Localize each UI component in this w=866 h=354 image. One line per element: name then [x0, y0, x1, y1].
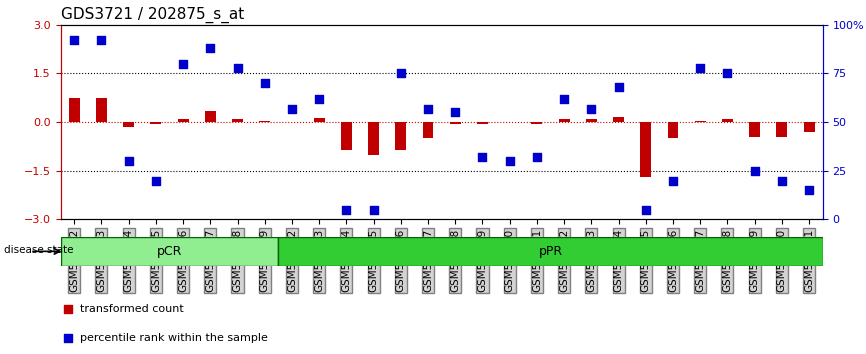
Bar: [368, 122, 379, 155]
Text: pCR: pCR: [157, 245, 182, 258]
Bar: [449, 122, 461, 124]
Bar: [777, 122, 787, 137]
FancyBboxPatch shape: [278, 237, 823, 266]
Bar: [559, 119, 570, 122]
Point: [666, 178, 680, 183]
Point: [230, 65, 244, 70]
Point: [366, 207, 380, 212]
Point: [503, 158, 517, 164]
Point: [694, 65, 708, 70]
Text: percentile rank within the sample: percentile rank within the sample: [80, 333, 268, 343]
Bar: [532, 122, 542, 124]
Point: [585, 105, 598, 111]
Bar: [205, 111, 216, 122]
Bar: [341, 122, 352, 150]
Bar: [151, 122, 161, 124]
Point: [721, 70, 734, 76]
Point: [94, 38, 108, 43]
Point: [611, 84, 625, 90]
Bar: [668, 122, 678, 138]
Bar: [232, 119, 243, 122]
Point: [122, 158, 136, 164]
Text: disease state: disease state: [4, 245, 74, 255]
Point: [530, 154, 544, 160]
Point: [176, 61, 190, 67]
Bar: [123, 122, 134, 127]
Bar: [178, 119, 189, 122]
Point: [68, 38, 81, 43]
Bar: [586, 119, 597, 122]
Point: [285, 105, 299, 111]
Bar: [613, 117, 624, 122]
Bar: [68, 98, 80, 122]
Bar: [313, 118, 325, 122]
Point: [802, 188, 816, 193]
Bar: [749, 122, 760, 137]
Bar: [722, 119, 733, 122]
Bar: [396, 122, 406, 150]
Point: [204, 45, 217, 51]
Bar: [804, 122, 815, 132]
Point: [504, 175, 518, 180]
Point: [313, 96, 326, 102]
Point: [149, 178, 163, 183]
Point: [557, 96, 571, 102]
Point: [449, 110, 462, 115]
Bar: [477, 122, 488, 124]
Point: [339, 207, 353, 212]
Point: [475, 154, 489, 160]
Point: [747, 168, 761, 174]
Text: pPR: pPR: [539, 245, 563, 258]
Bar: [695, 120, 706, 122]
Point: [394, 70, 408, 76]
Bar: [259, 120, 270, 122]
Point: [258, 80, 272, 86]
Text: transformed count: transformed count: [80, 304, 184, 314]
Point: [639, 207, 653, 212]
Bar: [640, 122, 651, 177]
Bar: [96, 98, 107, 122]
FancyBboxPatch shape: [61, 237, 278, 266]
Point: [421, 105, 435, 111]
Point: [775, 178, 789, 183]
Bar: [423, 122, 434, 138]
Text: GDS3721 / 202875_s_at: GDS3721 / 202875_s_at: [61, 7, 244, 23]
